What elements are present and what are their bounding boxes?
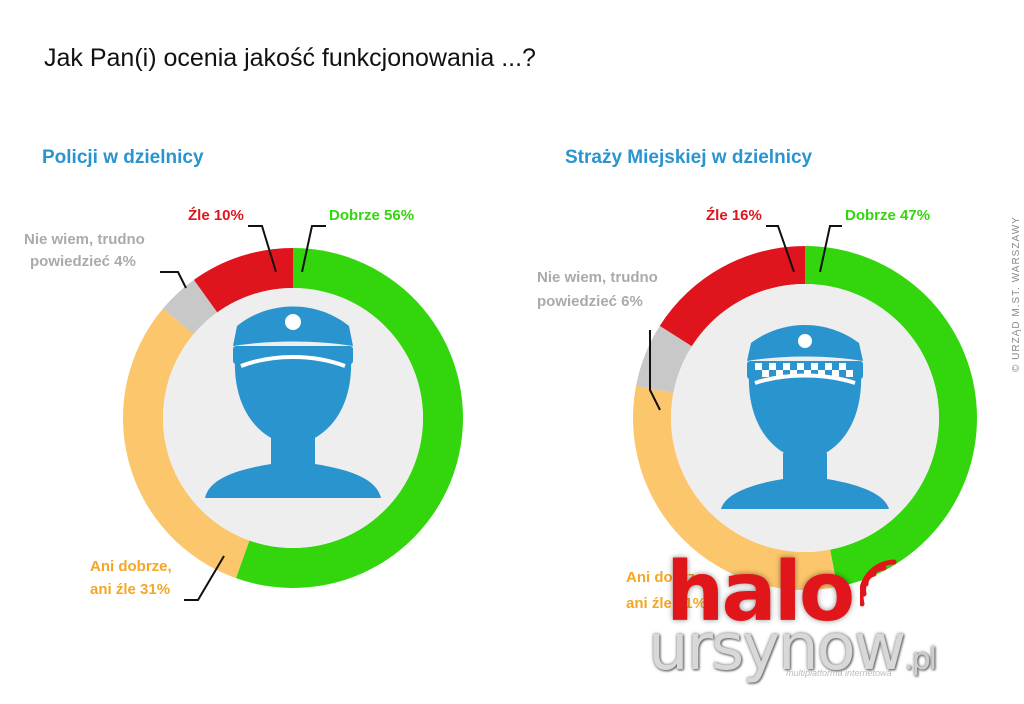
donut-slice-nie-wiem-police <box>162 279 218 335</box>
chart-title-police: Policji w dzielnicy <box>42 147 204 168</box>
logo-tagline: multiplatforma internetowa <box>786 668 892 678</box>
signal-waves-icon <box>860 559 897 607</box>
leader-line-nie-wiem-police <box>160 271 187 289</box>
label-zle-city-guard: Źle 16% <box>706 207 762 224</box>
logo-word-ursynow: ursynow.pl <box>648 610 937 698</box>
page-title: Jak Pan(i) ocenia jakość funkcjonowania … <box>44 44 536 72</box>
leader-line-nie-wiem-city-guard <box>649 330 661 411</box>
label-dobrze-city-guard: Dobrze 47% <box>845 207 931 224</box>
logo-word-halo: halo <box>666 545 855 640</box>
label-nie-wiem-city-guard-line1: Nie wiem, trudno <box>537 269 658 286</box>
label-nie-wiem-city-guard-line2: powiedzieć 6% <box>537 293 643 310</box>
label-ani-police-line1: Ani dobrze, <box>90 558 172 575</box>
donut-slice-ani-city-guard <box>633 385 838 591</box>
label-nie-wiem-police-line1: Nie wiem, trudno <box>24 231 145 248</box>
chart-title-city-guard: Straży Miejskiej w dzielnicy <box>565 147 813 168</box>
label-nie-wiem-police-line2: powiedzieć 4% <box>30 253 136 270</box>
police-officer-icon <box>205 306 381 498</box>
logo-ursynow-text: ursynow <box>648 611 906 685</box>
donut-slice-ani-police <box>123 308 250 579</box>
label-ani-city-guard-line2: ani źle 31% <box>626 595 707 612</box>
label-ani-city-guard-line1: Ani dobrze, <box>626 569 708 586</box>
logo-tld-text: .pl <box>904 642 937 677</box>
label-zle-police: Źle 10% <box>188 207 244 224</box>
label-dobrze-police: Dobrze 56% <box>329 207 415 224</box>
leader-line-ani-police <box>184 555 225 601</box>
donut-slice-zle-police <box>193 248 293 313</box>
leader-line-dobrze-police <box>301 225 326 273</box>
copyright-credit: © URZĄD M.ST. WARSZAWY <box>1011 216 1022 372</box>
donut-slice-zle-city-guard <box>659 246 805 347</box>
donut-slice-dobrze-police <box>235 248 464 588</box>
leader-line-dobrze-city-guard <box>819 225 842 273</box>
leader-line-zle-police <box>248 225 277 273</box>
donut-slice-dobrze-city-guard <box>805 246 978 587</box>
halo-ursynow-logo: halo ursynow.pl multiplatforma interneto… <box>638 548 1008 698</box>
leader-lines-police <box>160 225 326 601</box>
city-guard-icon <box>721 325 889 509</box>
label-ani-police-line2: ani źle 31% <box>90 581 171 598</box>
leader-lines-city-guard <box>649 225 842 411</box>
leader-line-zle-city-guard <box>766 225 795 273</box>
